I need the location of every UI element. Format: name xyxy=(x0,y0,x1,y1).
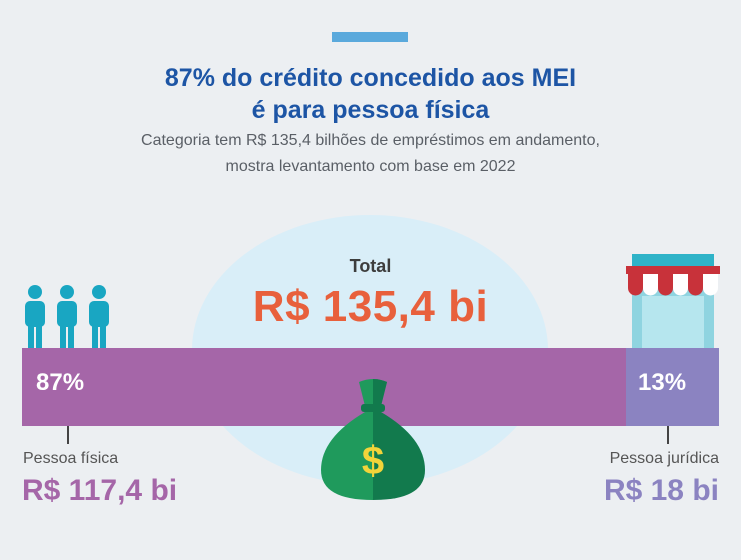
subtitle-line-2: mostra levantamento com base em 2022 xyxy=(225,158,516,175)
title-line-1: 87% do crédito concedido aos MEI xyxy=(164,64,577,92)
category-label-pj: Pessoa jurídica xyxy=(609,450,719,467)
total-label: Total xyxy=(349,256,392,276)
tick-pf xyxy=(67,426,69,444)
percent-label-pf: 87% xyxy=(36,369,85,396)
subtitle-line-1: Categoria tem R$ 135,4 bilhões de emprés… xyxy=(141,132,600,149)
title-line-2: é para pessoa física xyxy=(251,96,490,124)
total-value: R$ 135,4 bi xyxy=(252,282,489,331)
bar-pessoa-fisica xyxy=(22,348,626,426)
value-label-pj: R$ 18 bi xyxy=(603,474,719,507)
svg-text:$: $ xyxy=(362,439,384,483)
bar-pessoa-juridica xyxy=(626,348,719,426)
tick-pj xyxy=(667,426,669,444)
store-icon xyxy=(626,254,720,348)
accent-bar xyxy=(332,32,408,42)
percent-label-pj: 13% xyxy=(638,369,687,396)
money-bag-icon: $ xyxy=(321,379,425,500)
value-label-pf: R$ 117,4 bi xyxy=(22,474,178,507)
people-icon xyxy=(25,285,109,348)
category-label-pf: Pessoa física xyxy=(23,450,119,467)
